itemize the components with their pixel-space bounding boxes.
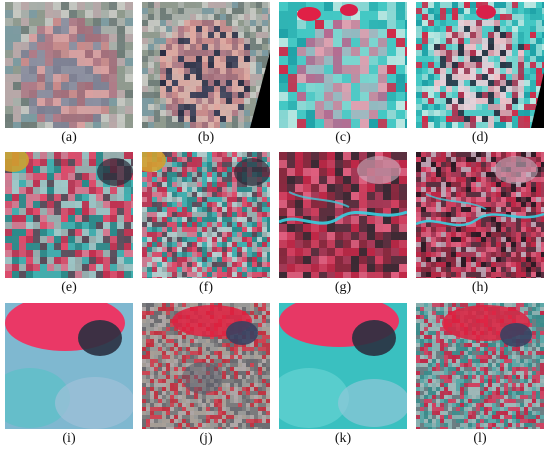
- panel-label-f: (f): [199, 280, 213, 295]
- panel-i: (i): [5, 303, 133, 449]
- panel-l: (l): [416, 303, 544, 449]
- panel-k: (k): [279, 303, 407, 449]
- panel-label-d: (d): [471, 130, 489, 145]
- panel-label-a: (a): [61, 130, 77, 145]
- satellite-image-l: [416, 303, 544, 429]
- satellite-image-k: [279, 303, 407, 429]
- panel-label-c: (c): [335, 130, 351, 145]
- satellite-image-a: [5, 2, 133, 128]
- satellite-image-j: [142, 303, 270, 429]
- satellite-image-c: [279, 2, 407, 128]
- satellite-image-e: [5, 152, 133, 278]
- panel-a: (a): [5, 2, 133, 148]
- panel-label-g: (g): [334, 280, 352, 295]
- panel-label-b: (b): [197, 130, 215, 145]
- panel-j: (j): [142, 303, 270, 449]
- panel-h: (h): [416, 152, 544, 298]
- satellite-image-g: [279, 152, 407, 278]
- satellite-image-b: [142, 2, 270, 128]
- panel-label-i: (i): [62, 431, 76, 446]
- panel-label-j: (j): [199, 431, 213, 446]
- satellite-image-i: [5, 303, 133, 429]
- panel-label-k: (k): [334, 431, 352, 446]
- panel-label-e: (e): [61, 280, 77, 295]
- panel-c: (c): [279, 2, 407, 148]
- satellite-image-f: [142, 152, 270, 278]
- panel-label-h: (h): [471, 280, 489, 295]
- panel-g: (g): [279, 152, 407, 298]
- satellite-image-d: [416, 2, 544, 128]
- panel-f: (f): [142, 152, 270, 298]
- panel-d: (d): [416, 2, 544, 148]
- panel-b: (b): [142, 2, 270, 148]
- panel-e: (e): [5, 152, 133, 298]
- panel-label-l: (l): [473, 431, 487, 446]
- satellite-image-h: [416, 152, 544, 278]
